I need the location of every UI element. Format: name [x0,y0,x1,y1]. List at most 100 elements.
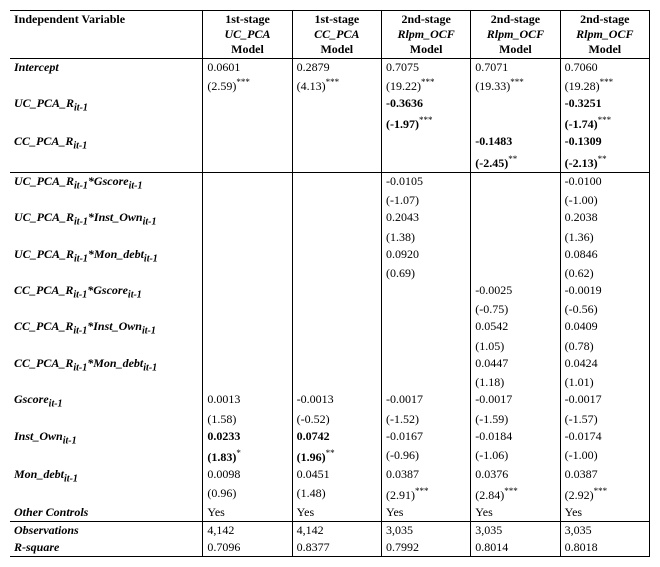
cell: (-2.45)** [471,153,560,173]
row-label [10,485,203,504]
row-label: Intercept [10,59,203,77]
cell: (-1.97)*** [381,114,470,133]
cell: 0.8014 [471,539,560,557]
table-row: (0.69)(0.62) [10,265,650,282]
header-col-3: 2nd-stageRlpm_OCFModel [471,11,560,59]
cell [203,153,292,173]
cell: Yes [381,504,470,522]
cell: -0.0025 [471,282,560,301]
table-row: (-1.07) (-1.00) [10,192,650,209]
cell: 0.7071 [471,59,560,77]
row-label: Inst_Ownit-1 [10,428,203,447]
cell [203,246,292,265]
table-row: (-2.45)**(-2.13)** [10,153,650,173]
cell: 3,035 [381,522,470,540]
cell: (19.33)*** [471,76,560,95]
cell [203,192,292,209]
cell: (0.69) [381,265,470,282]
row-label: R-square [10,539,203,557]
table-row: UC_PCA_Rit-1-0.3636-0.3251 [10,95,650,114]
cell [203,172,292,192]
table-row: Inst_Ownit-10.02330.0742-0.0167-0.0184-0… [10,428,650,447]
row-label: Mon_debtit-1 [10,466,203,485]
cell: (-1.06) [471,447,560,466]
table-row: Gscoreit-10.0013-0.0013-0.0017-0.0017-0.… [10,391,650,410]
cell: (1.36) [560,229,649,246]
cell: -0.3251 [560,95,649,114]
cell [471,229,560,246]
cell: -0.0017 [471,391,560,410]
cell: 0.0376 [471,466,560,485]
cell: 0.8018 [560,539,649,557]
cell: (2.91)*** [381,485,470,504]
cell [471,172,560,192]
cell [381,318,470,337]
cell: 4,142 [203,522,292,540]
cell: (2.59)*** [203,76,292,95]
cell: (1.96)** [292,447,381,466]
table-row: Mon_debtit-10.00980.04510.03870.03760.03… [10,466,650,485]
cell: -0.0019 [560,282,649,301]
cell: 0.0601 [203,59,292,77]
cell [203,114,292,133]
table-row: (-1.97)*** (-1.74)*** [10,114,650,133]
cell: 0.0742 [292,428,381,447]
cell [292,209,381,228]
cell: 0.0013 [203,391,292,410]
cell: (19.22)*** [381,76,470,95]
cell: (-0.56) [560,301,649,318]
cell: (2.92)*** [560,485,649,504]
cell [381,355,470,374]
cell [292,114,381,133]
cell: Yes [292,504,381,522]
cell [381,153,470,173]
cell: Yes [203,504,292,522]
table-row: R-square0.70960.83770.79920.80140.8018 [10,539,650,557]
cell [203,209,292,228]
cell: (-1.00) [560,192,649,209]
table-row: Observations4,1424,1423,0353,0353,035 [10,522,650,540]
cell [292,192,381,209]
cell [292,153,381,173]
cell [471,209,560,228]
cell [381,301,470,318]
cell [203,95,292,114]
cell [203,355,292,374]
cell [203,133,292,152]
cell: 0.0387 [560,466,649,485]
table-row: (1.18)(1.01) [10,374,650,391]
cell: 0.7096 [203,539,292,557]
table-row: CC_PCA_Rit-1*Mon_debtit-10.04470.0424 [10,355,650,374]
table-row: (2.59)***(4.13)***(19.22)***(19.33)***(1… [10,76,650,95]
cell: -0.0184 [471,428,560,447]
cell: Yes [560,504,649,522]
header-col-2: 2nd-stageRlpm_OCFModel [381,11,470,59]
table-row: (0.96)(1.48)(2.91)***(2.84)***(2.92)*** [10,485,650,504]
cell [203,229,292,246]
cell: 0.0846 [560,246,649,265]
row-label: CC_PCA_Rit-1*Inst_Ownit-1 [10,318,203,337]
cell: (-1.74)*** [560,114,649,133]
cell: (-1.52) [381,411,470,428]
cell [471,114,560,133]
row-label [10,114,203,133]
cell: 0.2038 [560,209,649,228]
cell: 0.7075 [381,59,470,77]
cell [203,301,292,318]
row-label: Other Controls [10,504,203,522]
table-row: CC_PCA_Rit-1-0.1483-0.1309 [10,133,650,152]
cell [203,318,292,337]
cell: (1.58) [203,411,292,428]
cell: (1.05) [471,338,560,355]
cell: 0.0451 [292,466,381,485]
row-label [10,374,203,391]
row-label: CC_PCA_Rit-1 [10,133,203,152]
cell [292,355,381,374]
cell [292,318,381,337]
cell: (-2.13)** [560,153,649,173]
cell [292,265,381,282]
cell: (0.78) [560,338,649,355]
cell: (-1.07) [381,192,470,209]
cell: (-0.96) [381,447,470,466]
row-label: Gscoreit-1 [10,391,203,410]
